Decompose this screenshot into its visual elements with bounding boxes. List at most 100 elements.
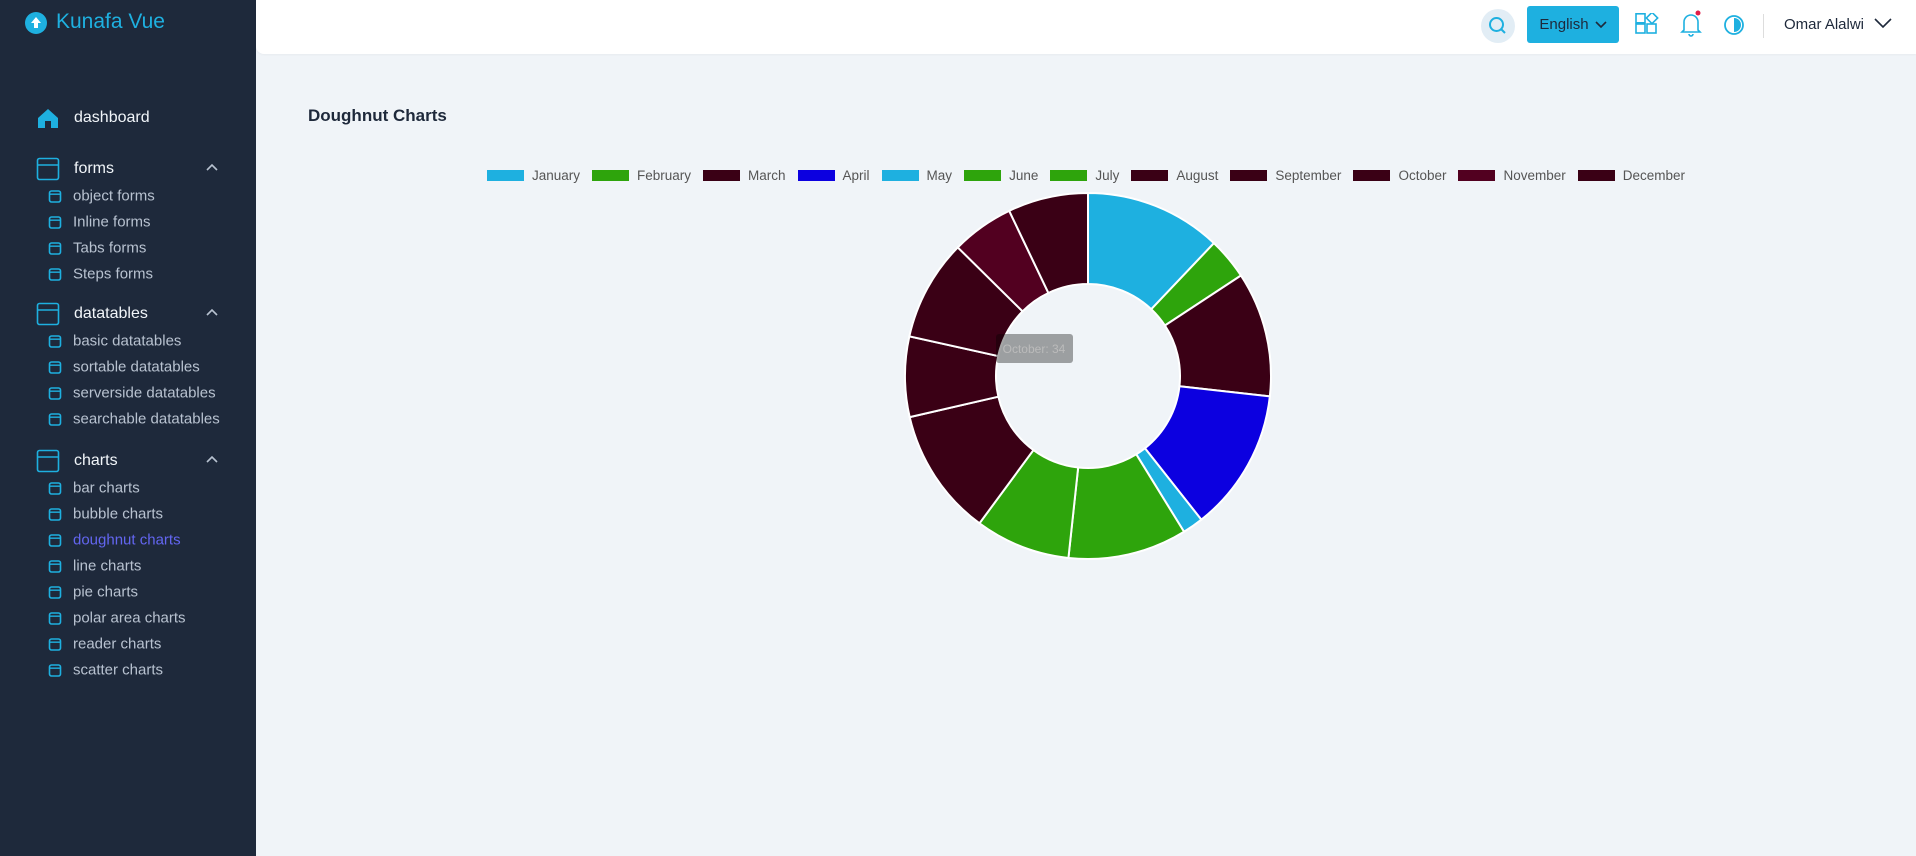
- legend: January February March April May June July Augu…: [256, 168, 1916, 183]
- nav-item[interactable]: Steps forms: [48, 266, 153, 283]
- icon: [48, 215, 62, 229]
- nav-item[interactable]: line charts: [48, 558, 141, 575]
- nav-item[interactable]: dashboard: [36, 106, 150, 130]
- nav-item[interactable]: Tabs forms: [48, 240, 146, 257]
- content: Doughnut Charts January February March Apri…: [256, 54, 1916, 856]
- nav-label: Steps forms: [73, 265, 154, 283]
- nav-label: sortable datatables: [73, 358, 200, 376]
- legend-swatch: [797, 170, 835, 181]
- divider: [1763, 14, 1764, 38]
- icon: [48, 360, 62, 374]
- nav-item[interactable]: bubble charts: [48, 506, 163, 523]
- legend-swatch: [1131, 170, 1169, 181]
- logo: [25, 12, 47, 34]
- legend-item[interactable]: July: [1050, 168, 1119, 183]
- icon-shape: [36, 302, 60, 326]
- icon: [38, 109, 58, 128]
- legend-label: January: [531, 168, 580, 183]
- legend-item[interactable]: May: [881, 168, 953, 183]
- icon: [48, 189, 62, 203]
- legend-swatch: [1577, 170, 1615, 181]
- legend-label: February: [636, 168, 692, 183]
- icon-shape: [48, 507, 62, 521]
- icon-shape: [36, 449, 60, 473]
- legend-item[interactable]: December: [1577, 168, 1686, 183]
- legend-item[interactable]: October: [1353, 168, 1446, 183]
- icon-shape: [48, 611, 62, 625]
- theme-toggle[interactable]: [1722, 13, 1746, 37]
- doughnut-segment[interactable]: [1007, 191, 1089, 295]
- nav-item[interactable]: scatter charts: [48, 662, 163, 679]
- icon: [48, 637, 62, 651]
- icon: [48, 559, 62, 573]
- icon: [48, 267, 62, 281]
- chart: October: 34: [904, 191, 1273, 560]
- nav-item[interactable]: sortable datatables: [48, 359, 200, 376]
- notifications-button[interactable]: [1678, 10, 1704, 38]
- legend-item[interactable]: March: [703, 168, 786, 183]
- nav-item[interactable]: doughnut charts: [48, 532, 181, 549]
- nav-label: Inline forms: [73, 213, 151, 231]
- icon-shape: [38, 109, 58, 128]
- nav-label: charts: [74, 452, 118, 469]
- legend-item[interactable]: August: [1131, 168, 1218, 183]
- legend-swatch: [964, 170, 1002, 181]
- nav-item[interactable]: bar charts: [48, 480, 140, 497]
- nav-label: datatables: [74, 305, 148, 322]
- icon-shape: [48, 481, 62, 495]
- search-button[interactable]: [1480, 8, 1516, 44]
- legend-swatch: [1050, 170, 1088, 181]
- icon: [48, 481, 62, 495]
- legend-label: July: [1095, 168, 1120, 183]
- nav-label: bubble charts: [73, 505, 164, 523]
- icon: [48, 334, 62, 348]
- icon-shape: [48, 559, 62, 573]
- nav-item[interactable]: basic datatables: [48, 333, 181, 350]
- nav-item[interactable]: pie charts: [48, 584, 138, 601]
- legend-swatch: [1458, 170, 1496, 181]
- nav-label: polar area charts: [73, 609, 186, 627]
- collapse-chevron: [206, 455, 218, 463]
- legend-swatch: [1353, 170, 1391, 181]
- user-name[interactable]: Omar Alalwi: [1784, 16, 1865, 33]
- nav-group[interactable]: forms: [36, 157, 114, 181]
- nav-label: reader charts: [73, 635, 162, 653]
- legend-item[interactable]: January: [486, 168, 580, 183]
- icon-shape: [48, 637, 62, 651]
- legend-item[interactable]: September: [1230, 168, 1341, 183]
- legend-label: April: [842, 168, 870, 183]
- user-chevron[interactable]: [1874, 18, 1892, 30]
- legend-label: December: [1622, 168, 1686, 183]
- legend-label: August: [1176, 168, 1219, 183]
- nav-item[interactable]: searchable datatables: [48, 411, 220, 428]
- collapse-chevron: [206, 163, 218, 171]
- legend-item[interactable]: November: [1458, 168, 1566, 183]
- legend-label: May: [926, 168, 953, 183]
- chevron: [1595, 20, 1607, 28]
- apps-button[interactable]: [1634, 13, 1660, 39]
- legend-item[interactable]: February: [591, 168, 692, 183]
- nav-group[interactable]: charts: [36, 449, 118, 473]
- nav-item[interactable]: polar area charts: [48, 610, 186, 627]
- legend-item[interactable]: June: [964, 168, 1038, 183]
- nav-label: object forms: [73, 187, 155, 205]
- icon: [36, 157, 60, 181]
- legend-swatch: [703, 170, 741, 181]
- nav-item[interactable]: object forms: [48, 188, 155, 205]
- legend-item[interactable]: April: [797, 168, 870, 183]
- legend-label: November: [1503, 168, 1566, 183]
- header: English Omar Alalwi: [256, 0, 1916, 54]
- chevron-shape: [206, 163, 218, 171]
- legend-label: June: [1009, 168, 1039, 183]
- icon-shape: [48, 663, 62, 677]
- nav-label: pie charts: [73, 583, 139, 601]
- nav-item[interactable]: reader charts: [48, 636, 161, 653]
- sidebar: Kunafa Vue dashboard forms object forms Inl…: [0, 0, 256, 856]
- language-button[interactable]: English: [1527, 6, 1619, 43]
- nav-label: scatter charts: [73, 661, 164, 679]
- brand[interactable]: Kunafa Vue: [56, 10, 165, 33]
- nav-group[interactable]: datatables: [36, 302, 148, 326]
- nav-item[interactable]: serverside datatables: [48, 385, 216, 402]
- icon: [48, 241, 62, 255]
- nav-item[interactable]: Inline forms: [48, 214, 151, 231]
